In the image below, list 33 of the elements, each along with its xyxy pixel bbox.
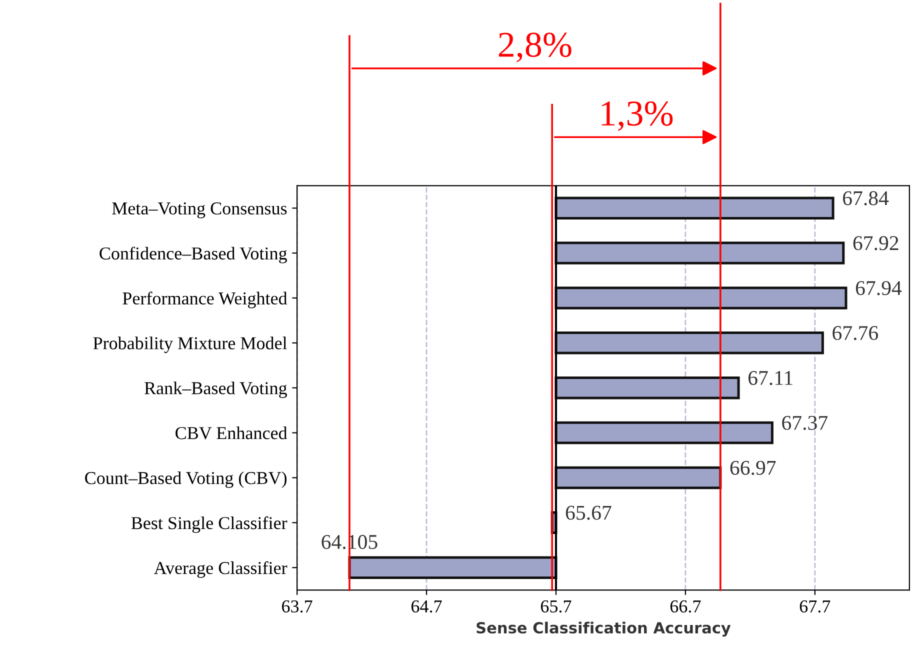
text: 1,3% [602,101,673,131]
data-label: 67.76 [832,326,878,340]
y-tick-label: Confidence–Based Voting [100,246,287,264]
data-label: 67.94 [856,281,902,296]
bar [554,332,824,354]
text: 2,8% [498,32,572,62]
bar [554,196,834,220]
x-tick-label: 64.7 [411,600,442,613]
data-label: 67.92 [853,236,898,250]
y-tick-label: Average Classifier [154,561,288,578]
data-label: 66.97 [730,460,776,475]
bar [554,421,774,444]
y-tick-label: Meta–Voting Consensus [112,202,287,218]
data-label: 67.84 [843,191,889,206]
x-tick-label: 65.7 [540,600,572,613]
y-tick-label: Best Single Classifier [131,516,288,533]
y-tick-label: Probability Mixture Model [93,336,287,354]
y-tick-label: CBV Enhanced [176,426,288,440]
x-axis-title: Sense Classification Accuracy [476,622,731,637]
bar [554,286,848,310]
bar [554,376,740,400]
bar [554,242,845,264]
y-tick-label: Rank–Based Voting [144,382,287,398]
data-label: 67.11 [748,370,792,386]
x-tick-label: 67.7 [800,600,830,613]
bar [348,556,558,579]
y-tick-label: Count–Based Voting (CBV) [85,471,287,488]
data-label: 67.37 [782,416,828,430]
x-tick-label: 63.7 [282,600,312,613]
bar [554,466,722,490]
x-tick-label: 66.7 [670,600,701,613]
data-label: 65.67 [566,506,612,520]
y-tick-label: Performance Weighted [122,292,288,308]
